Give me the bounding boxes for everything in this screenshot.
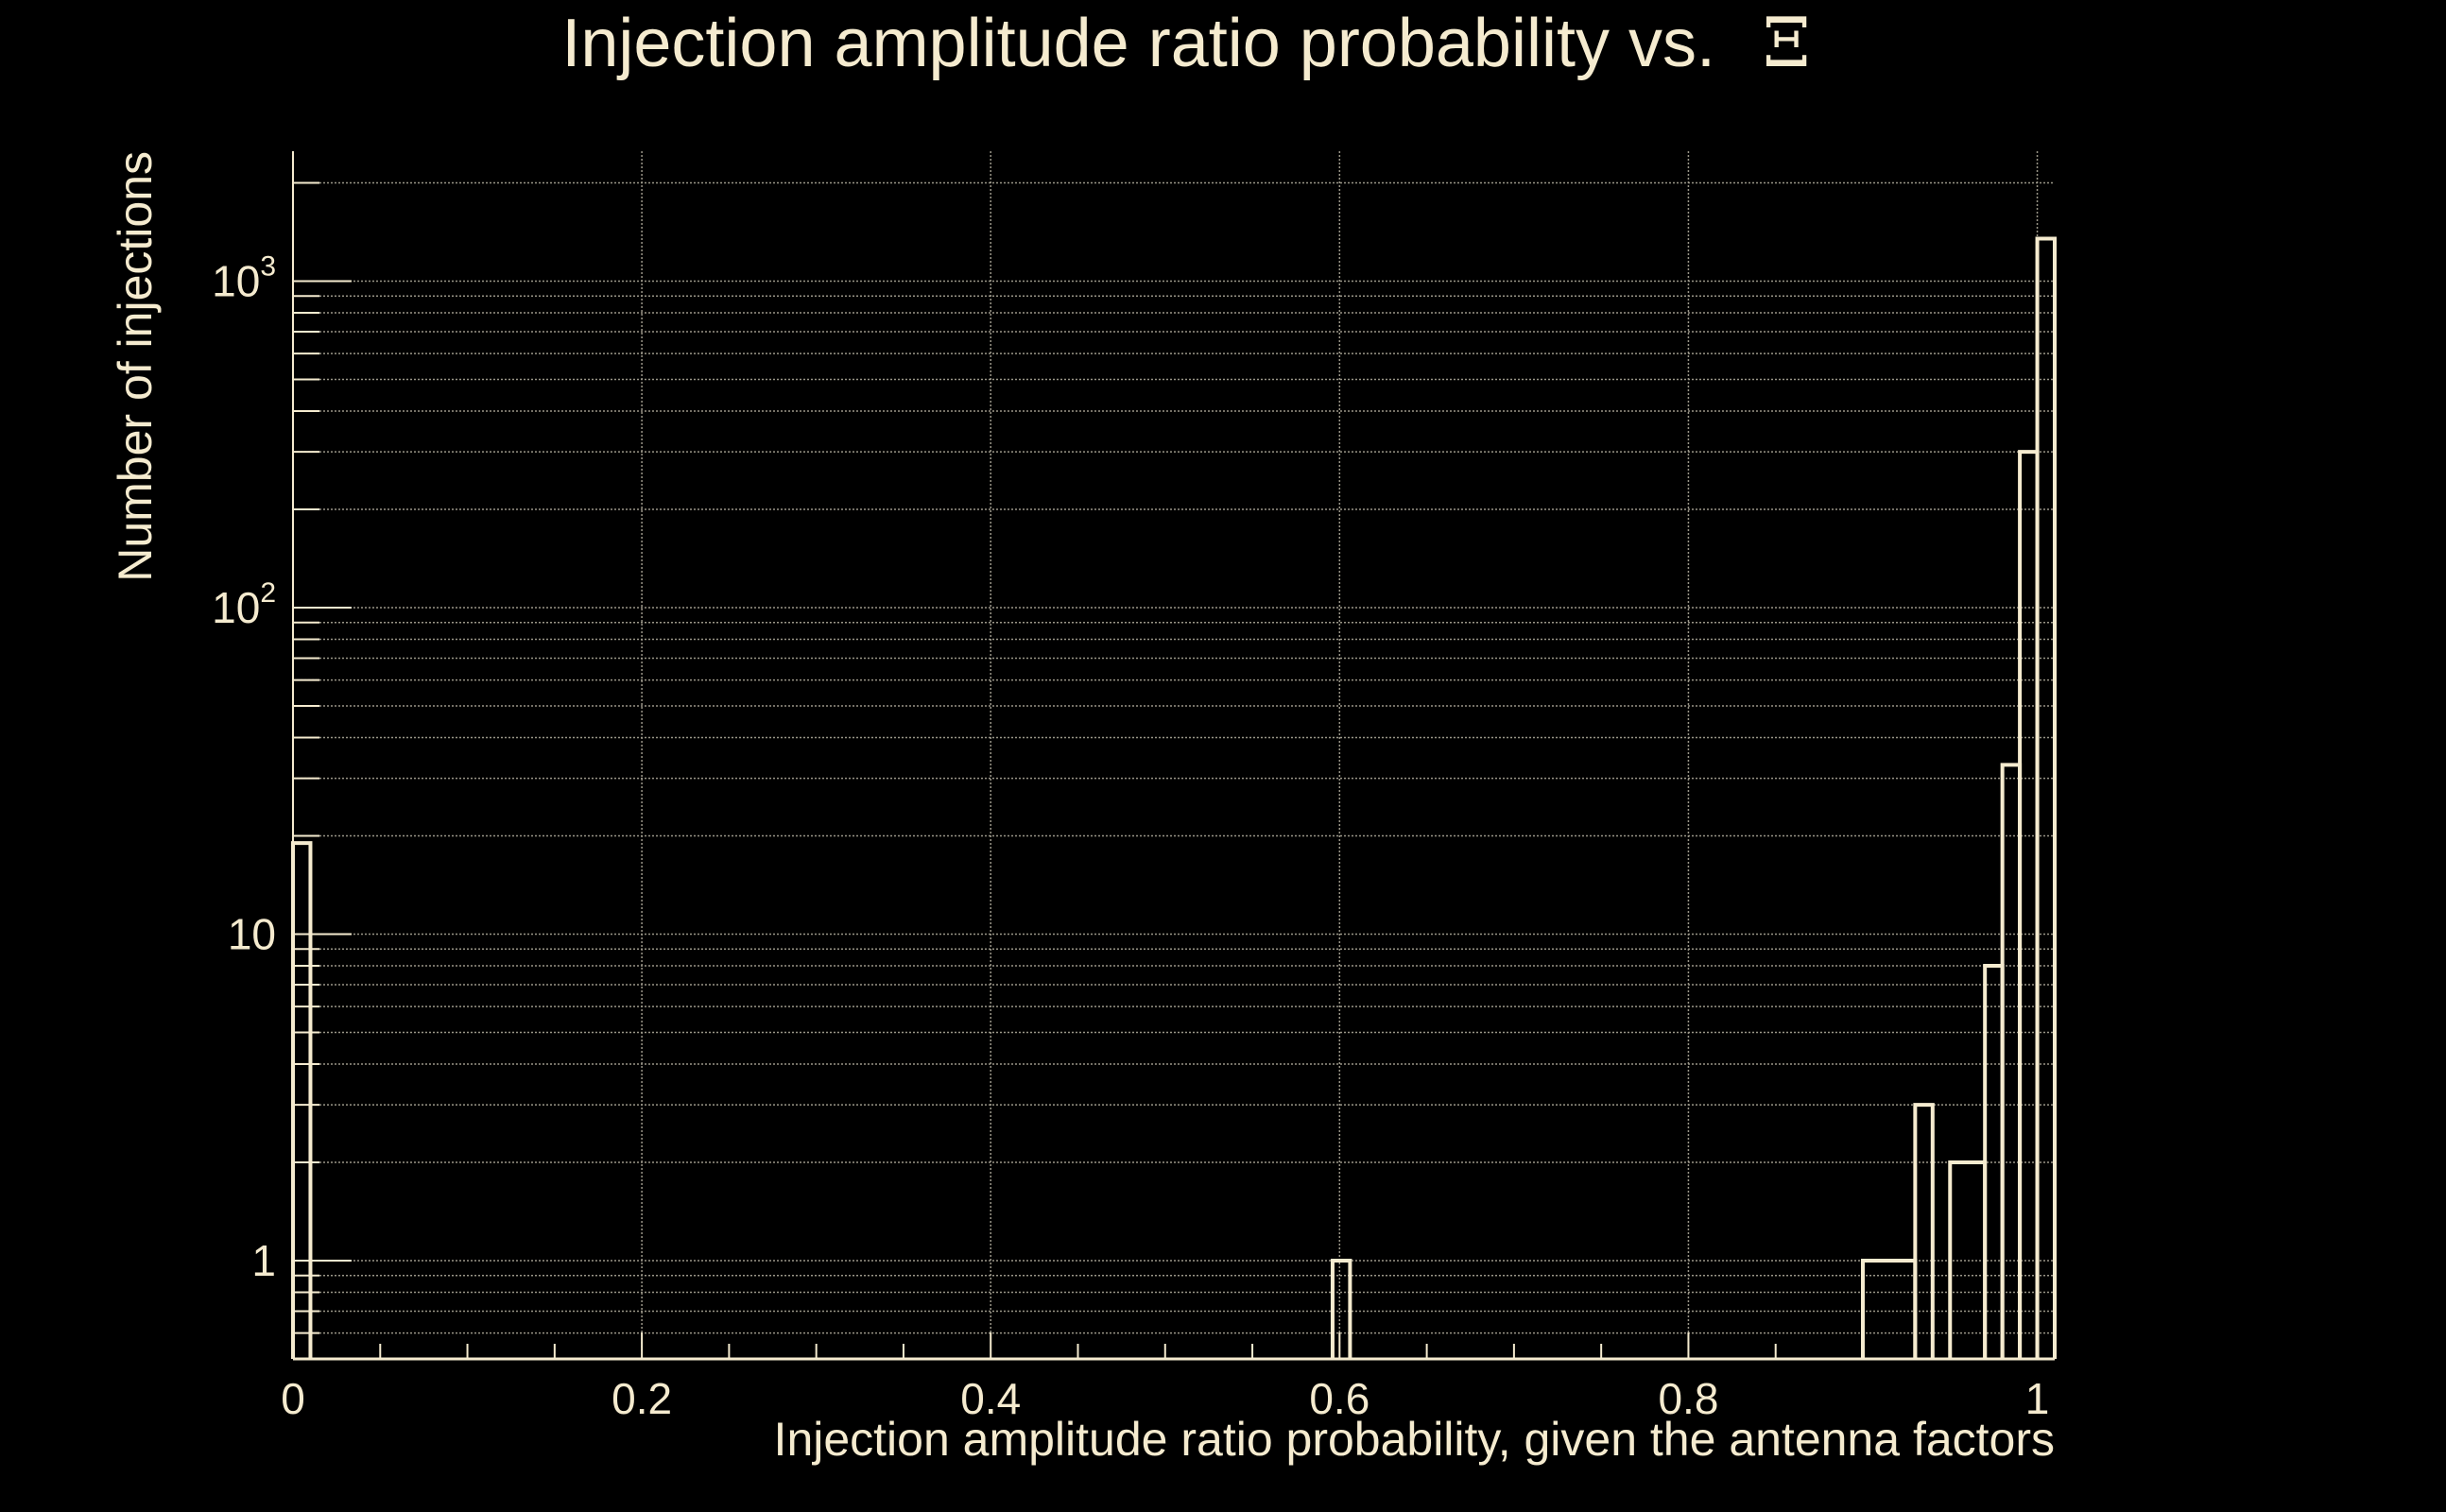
histogram-bars [291,236,2057,1359]
y-axis-label: Number of injections [109,151,162,582]
chart-title-text: Injection amplitude ratio probability vs… [561,6,1715,81]
x-axis-label: Injection amplitude ratio probability, g… [774,1413,2055,1466]
y-tick-label: 102 [212,577,276,632]
chart-title-symbol: Ξ [1763,3,1811,82]
x-tick-label: 0.2 [612,1374,672,1423]
histogram-bar [291,841,313,1359]
plot-frame [292,151,2055,1361]
y-tick-label: 103 [212,250,276,305]
y-tick-label: 1 [251,1236,276,1285]
y-axis-ticks: 1 10 102 103 [212,181,352,1360]
x-tick-label: 0 [281,1374,305,1423]
grid-lines [292,151,2055,1360]
x-tick-label: 0.6 [1309,1374,1369,1423]
histogram-bar [2035,236,2057,1359]
histogram-bar [2018,450,2040,1359]
histogram-bar [1913,1103,1935,1359]
histogram-bar [2000,763,2023,1359]
x-axis-ticks: 0 0.2 0.4 0.6 0.8 1 [281,1332,2049,1423]
y-tick-label: 10 [228,909,276,958]
chart-title: Injection amplitude ratio probability vs… [561,3,1810,82]
x-tick-label: 0.8 [1658,1374,1718,1423]
histogram-bar [1330,1258,1352,1359]
x-tick-label: 0.4 [960,1374,1021,1423]
x-tick-label: 1 [2025,1374,2050,1423]
